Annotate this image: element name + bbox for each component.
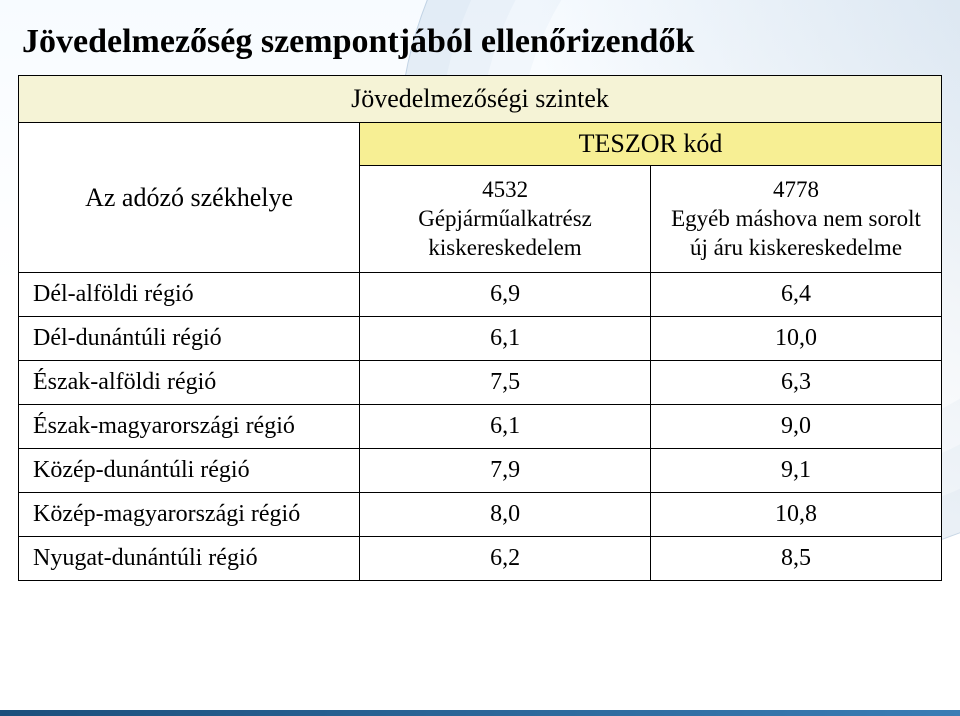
data-table: Jövedelmezőségi szintek Az adózó székhel…: [18, 75, 942, 581]
cell-value: 10,0: [651, 317, 942, 361]
table-row-header-main: Az adózó székhelye: [19, 123, 360, 273]
table-row: Észak-alföldi régió 7,5 6,3: [19, 361, 942, 405]
row-label: Dél-alföldi régió: [19, 273, 360, 317]
table-row: Közép-magyarországi régió 8,0 10,8: [19, 493, 942, 537]
table-row: Dél-dunántúli régió 6,1 10,0: [19, 317, 942, 361]
table-header-code: TESZOR kód: [360, 123, 942, 166]
cell-value: 6,1: [360, 405, 651, 449]
cell-value: 7,9: [360, 449, 651, 493]
page-title: Jövedelmezőség szempontjából ellenőrizen…: [22, 22, 942, 61]
row-label: Közép-magyarországi régió: [19, 493, 360, 537]
cell-value: 9,1: [651, 449, 942, 493]
cell-value: 6,3: [651, 361, 942, 405]
row-label: Közép-dunántúli régió: [19, 449, 360, 493]
table-colhead-a: 4532Gépjárműalkatrész kiskereskedelem: [360, 166, 651, 273]
cell-value: 6,9: [360, 273, 651, 317]
slide-content: Jövedelmezőség szempontjából ellenőrizen…: [0, 0, 960, 716]
cell-value: 6,2: [360, 537, 651, 581]
cell-value: 9,0: [651, 405, 942, 449]
cell-value: 6,4: [651, 273, 942, 317]
table-row: Nyugat-dunántúli régió 6,2 8,5: [19, 537, 942, 581]
table-row: Közép-dunántúli régió 7,9 9,1: [19, 449, 942, 493]
row-label: Nyugat-dunántúli régió: [19, 537, 360, 581]
cell-value: 10,8: [651, 493, 942, 537]
row-label: Dél-dunántúli régió: [19, 317, 360, 361]
cell-value: 6,1: [360, 317, 651, 361]
cell-value: 7,5: [360, 361, 651, 405]
table-colhead-b: 4778Egyéb máshova nem sorolt új áru kisk…: [651, 166, 942, 273]
row-label: Észak-magyarországi régió: [19, 405, 360, 449]
cell-value: 8,5: [651, 537, 942, 581]
table-body: Dél-alföldi régió 6,9 6,4 Dél-dunántúli …: [19, 273, 942, 581]
table-header-subtitle: Jövedelmezőségi szintek: [19, 76, 942, 123]
row-label: Észak-alföldi régió: [19, 361, 360, 405]
table-row: Dél-alföldi régió 6,9 6,4: [19, 273, 942, 317]
table-row: Észak-magyarországi régió 6,1 9,0: [19, 405, 942, 449]
cell-value: 8,0: [360, 493, 651, 537]
